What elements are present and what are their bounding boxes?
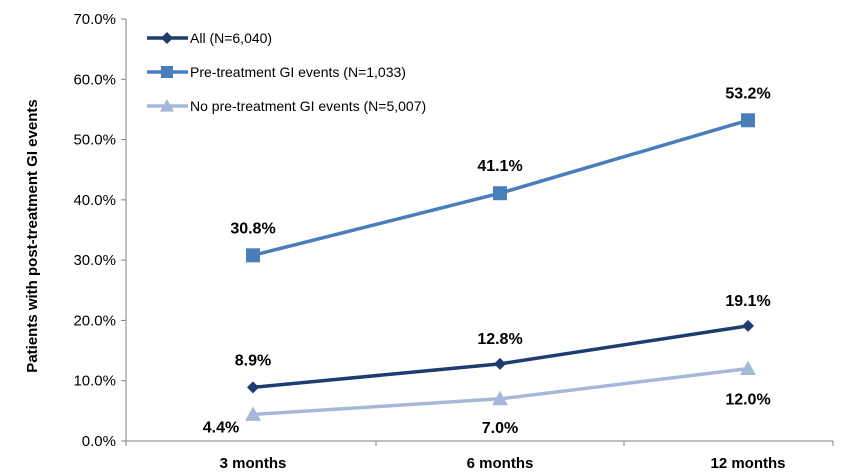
data-label: 19.1% — [725, 293, 770, 310]
y-tick-label: 10.0% — [73, 373, 116, 390]
x-tick-label: 6 months — [467, 455, 534, 472]
data-label: 12.8% — [477, 331, 522, 348]
legend-item: Pre-treatment GI events (N=1,033) — [147, 64, 406, 80]
data-point — [245, 406, 261, 421]
data-point — [494, 357, 506, 370]
legend-item: All (N=6,040) — [147, 30, 272, 46]
data-label: 53.2% — [725, 85, 770, 102]
legend: All (N=6,040) Pre-treatment GI events (N=… — [147, 30, 426, 114]
legend-marker — [161, 32, 173, 44]
data-label: 4.4% — [203, 419, 239, 436]
y-tick-label: 30.0% — [73, 252, 116, 269]
series-3 — [245, 360, 756, 421]
data-labels-layer: 8.9% 12.8% 19.1% 30.8% 41.1% 53.2% 4.4% 7.0% 12.… — [203, 85, 771, 437]
legend-label: All (N=6,040) — [190, 30, 272, 46]
y-axis-label: Patients with post-treatment GI events — [24, 99, 41, 372]
data-point — [492, 390, 508, 406]
y-tick-label: 60.0% — [73, 71, 116, 88]
data-label: 41.1% — [477, 158, 522, 175]
legend-label: Pre-treatment GI events (N=1,033) — [190, 64, 406, 80]
x-tick-label: 3 months — [220, 455, 287, 472]
legend-marker — [161, 66, 173, 78]
data-label: 7.0% — [482, 420, 518, 437]
data-label: 30.8% — [230, 220, 275, 237]
data-label: 8.9% — [235, 352, 271, 369]
y-tick-label: 70.0% — [73, 11, 116, 28]
legend-item: No pre-treatment GI events (N=5,007) — [147, 98, 426, 114]
x-tick-label: 12 months — [710, 455, 785, 472]
series-2 — [246, 113, 755, 263]
y-tick-label: 40.0% — [73, 192, 116, 209]
series-line — [252, 366, 749, 417]
y-tick-label: 0.0% — [82, 433, 116, 450]
data-point — [740, 360, 756, 376]
series-layer — [245, 113, 756, 421]
chart-axes: 0.0% 10.0% 20.0% 30.0% 40.0% 50.0% 60.0% 70.0% 3… — [73, 11, 834, 472]
y-tick-label: 20.0% — [73, 312, 116, 329]
data-point — [493, 186, 507, 201]
data-label: 12.0% — [725, 392, 770, 409]
data-point — [247, 381, 259, 394]
data-point — [742, 319, 754, 332]
data-point — [741, 113, 755, 128]
legend-label: No pre-treatment GI events (N=5,007) — [190, 98, 426, 114]
data-point — [246, 248, 260, 263]
y-tick-label: 50.0% — [73, 132, 116, 149]
series-1 — [247, 319, 754, 394]
legend-marker — [160, 99, 174, 112]
